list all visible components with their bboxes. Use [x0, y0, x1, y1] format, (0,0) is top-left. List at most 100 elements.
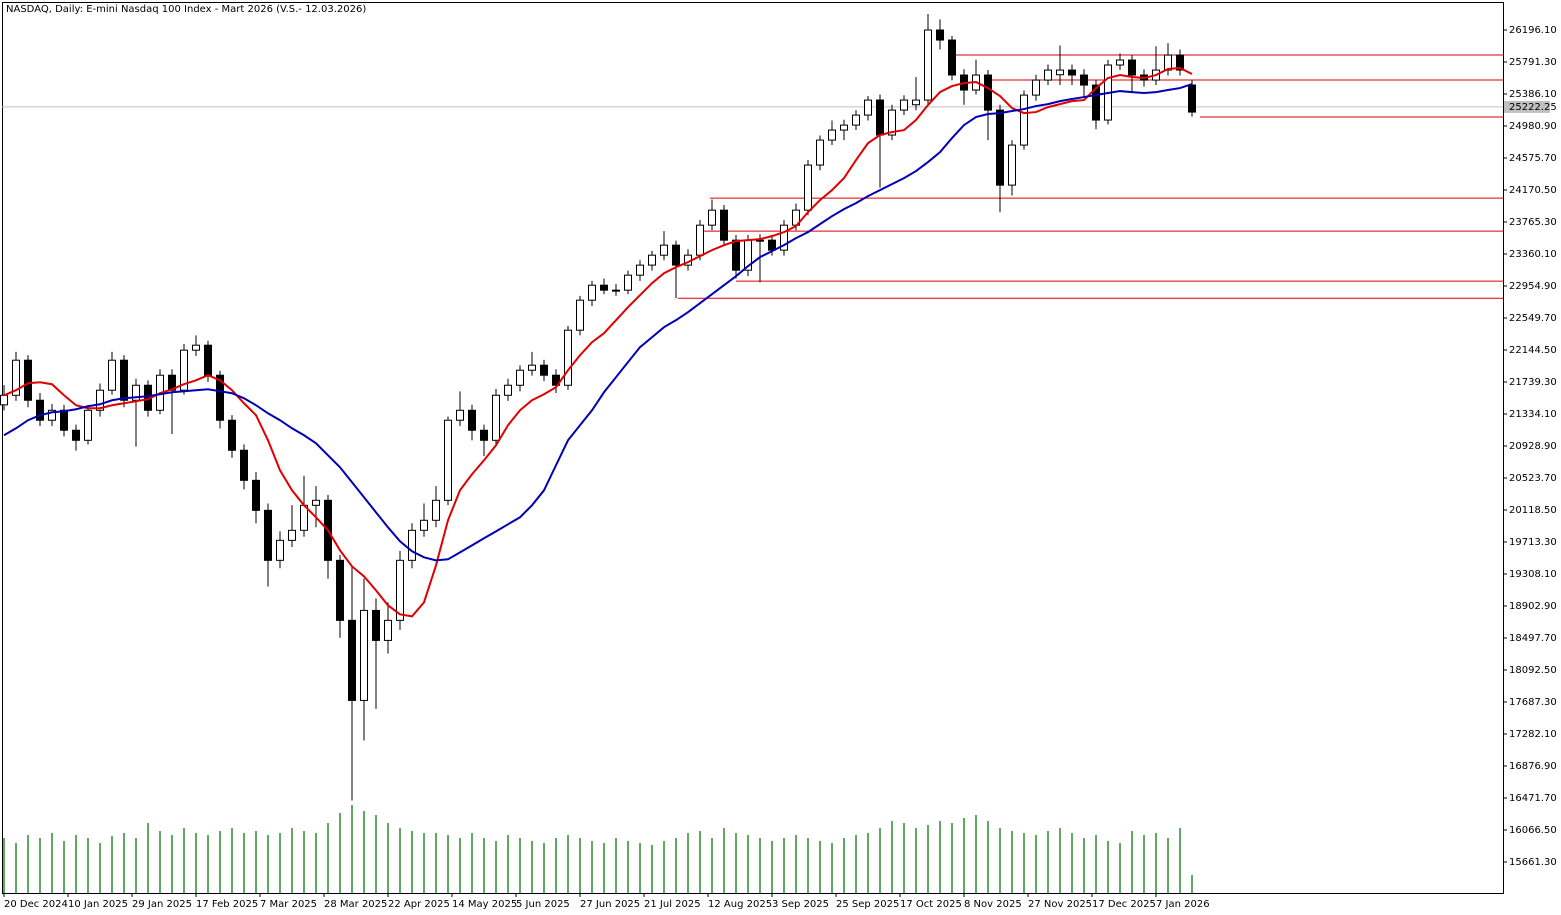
y-tick-label: 17282.10 [1509, 729, 1557, 740]
candle-body [240, 449, 248, 481]
candle-body [540, 364, 548, 376]
candle-body [756, 239, 764, 242]
candle-body [396, 559, 404, 621]
y-tick-label: 23360.10 [1509, 249, 1557, 260]
candle-body [600, 284, 608, 291]
candle-body [348, 619, 356, 701]
candle-body [276, 539, 284, 561]
candle-body [624, 274, 632, 291]
chart-title: NASDAQ, Daily: E-mini Nasdaq 100 Index -… [6, 4, 366, 15]
candle-body [1116, 59, 1124, 66]
y-tick-label: 21739.30 [1509, 377, 1557, 388]
candle-body [804, 164, 812, 211]
y-tick-label: 24575.70 [1509, 153, 1557, 164]
x-tick-label: 17 Oct 2025 [900, 899, 962, 910]
x-tick-label: 7 Jan 2026 [1156, 899, 1210, 910]
x-tick-label: 27 Nov 2025 [1028, 899, 1092, 910]
candle-body [732, 239, 740, 271]
candle-body [1176, 54, 1184, 71]
candle-body [576, 299, 584, 331]
candle-body [900, 99, 908, 111]
x-tick-label: 3 Sep 2025 [772, 899, 829, 910]
candle-body [420, 519, 428, 531]
candle-body [372, 609, 380, 641]
candle-body [816, 139, 824, 166]
candle-body [672, 244, 680, 266]
y-tick-label: 19713.30 [1509, 537, 1557, 548]
candle-body [1188, 84, 1196, 113]
y-tick-label: 25386.10 [1509, 89, 1557, 100]
candle-body [84, 409, 92, 441]
x-tick-label: 12 Aug 2025 [708, 899, 772, 910]
candle-body [228, 419, 236, 451]
y-tick-label: 18092.50 [1509, 665, 1557, 676]
candle-body [1164, 54, 1172, 71]
y-tick-label: 15661.30 [1509, 857, 1557, 868]
candle-body [192, 344, 200, 351]
y-tick-label: 16876.90 [1509, 761, 1557, 772]
candle-body [120, 359, 128, 401]
candle-body [96, 389, 104, 411]
candle-body [1020, 94, 1028, 146]
y-tick-label: 19308.10 [1509, 569, 1557, 580]
x-tick-label: 20 Dec 2024 [4, 899, 68, 910]
candle-body [516, 369, 524, 386]
candle-body [1008, 144, 1016, 186]
candle-body [876, 99, 884, 136]
candle-body [660, 244, 668, 256]
candle-body [312, 499, 320, 506]
y-tick-label: 16066.50 [1509, 825, 1557, 836]
candle-body [840, 124, 848, 131]
candle-body [708, 209, 716, 226]
x-tick-label: 10 Jan 2025 [68, 899, 128, 910]
candle-body [1032, 79, 1040, 96]
candle-body [852, 114, 860, 126]
y-tick-label: 20118.50 [1509, 505, 1557, 516]
candle-body [60, 409, 68, 431]
candle-body [588, 284, 596, 301]
candle-body [48, 409, 56, 421]
candle-body [504, 384, 512, 396]
candle-body [456, 409, 464, 421]
x-tick-label: 25 Sep 2025 [836, 899, 899, 910]
x-tick-label: 8 Nov 2025 [964, 899, 1022, 910]
candle-body [492, 394, 500, 441]
candle-body [996, 109, 1004, 186]
moving-average [3, 66, 1193, 618]
candle-body [108, 359, 116, 391]
candle-body [468, 409, 476, 431]
candle-body [384, 619, 392, 641]
x-tick-label: 22 Apr 2025 [388, 899, 450, 910]
plot-frame [2, 2, 1504, 894]
candle-body [720, 209, 728, 241]
moving-average [3, 83, 1193, 562]
candle-body [444, 419, 452, 501]
candle-body [264, 509, 272, 561]
candle-body [1056, 69, 1064, 76]
candle-body [132, 384, 140, 401]
y-tick-label: 16471.70 [1509, 793, 1557, 804]
x-tick-label: 5 Jun 2025 [516, 899, 570, 910]
candle-body [564, 329, 572, 386]
candle-body [336, 559, 344, 621]
y-tick-label: 24980.90 [1509, 121, 1557, 132]
y-tick-label: 17687.30 [1509, 697, 1557, 708]
x-tick-label: 28 Mar 2025 [324, 899, 387, 910]
candle-body [864, 99, 872, 116]
candle-body [552, 374, 560, 386]
candle-body [12, 359, 20, 396]
y-tick-label: 20523.70 [1509, 473, 1557, 484]
candle-body [1068, 69, 1076, 76]
candle-body [24, 359, 32, 401]
candle-body [696, 224, 704, 256]
candle-body [948, 39, 956, 76]
candle-body [648, 254, 656, 266]
candle-body [768, 239, 776, 251]
y-tick-label: 22954.90 [1509, 281, 1557, 292]
candle-body [888, 109, 896, 136]
candle-body [288, 529, 296, 541]
candle-body [780, 224, 788, 251]
y-tick-label: 25791.30 [1509, 57, 1557, 68]
candle-body [936, 29, 944, 41]
